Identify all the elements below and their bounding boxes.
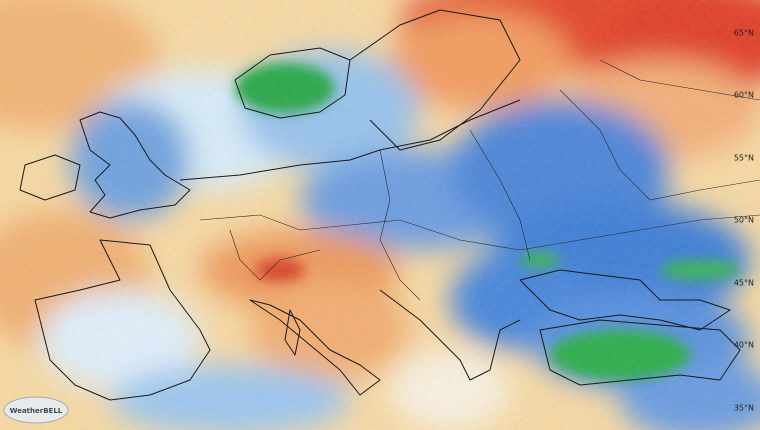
coastlines xyxy=(19,9,741,401)
latitude-label: 55°N xyxy=(734,154,754,163)
latitude-label: 40°N xyxy=(734,341,754,350)
borders xyxy=(199,59,760,301)
latitude-label: 45°N xyxy=(734,279,754,288)
latitude-label: 60°N xyxy=(734,91,754,100)
logo: WeatherBELL xyxy=(3,396,69,424)
latitude-label: 35°N xyxy=(734,404,754,413)
latitude-labels: 65°N 60°N 55°N 50°N 45°N 40°N 35°N xyxy=(734,29,754,413)
latitude-label: 50°N xyxy=(734,216,754,225)
logo-text: WeatherBELL xyxy=(10,407,63,415)
latitude-label: 65°N xyxy=(734,29,754,38)
